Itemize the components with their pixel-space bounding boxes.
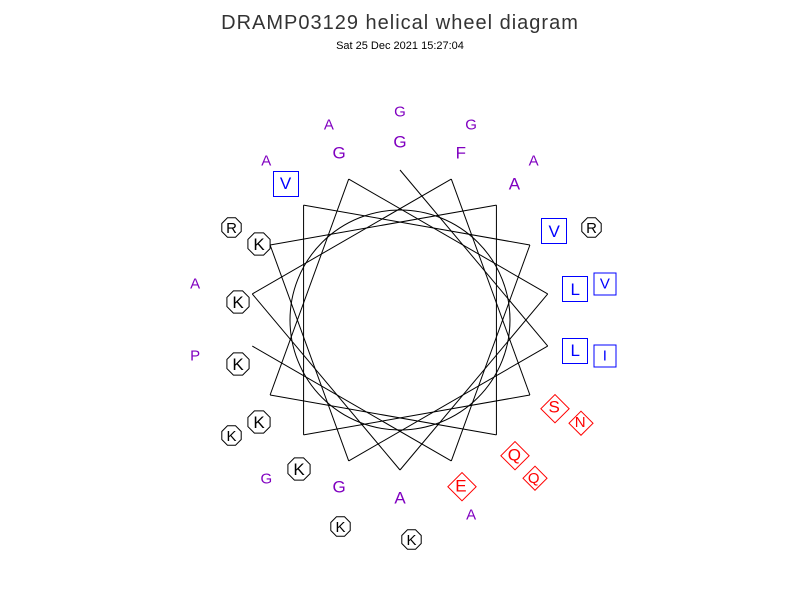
svg-text:K: K [406,532,416,549]
residue-20: I [593,345,616,368]
residue-8: G [332,144,345,161]
residue-2: L [562,338,588,364]
residue-24: Q [526,470,542,489]
residue-3: G [332,479,345,496]
residue-1: G [393,134,406,151]
helical-wheel-geometry [0,0,800,600]
svg-text:R: R [226,220,237,237]
residue-17: E [452,476,471,498]
residue-15: V [273,171,299,197]
svg-text:K: K [232,293,244,312]
residue-12: F [456,144,466,161]
residue-19: G [394,105,406,120]
residue-16: V [541,218,567,244]
residue-36: P [190,349,200,364]
residue-27: V [593,272,616,295]
residue-30: G [465,117,477,132]
svg-text:R: R [586,220,597,237]
residue-32: G [260,472,272,487]
svg-text:K: K [253,235,265,254]
svg-text:K: K [232,355,244,374]
residue-31: N [572,414,588,433]
residue-13: S [545,398,564,420]
residue-26: A [324,117,334,132]
svg-text:K: K [293,460,305,479]
svg-text:K: K [335,519,345,536]
residue-9: L [562,276,588,302]
residue-10: A [394,490,405,507]
residue-5: A [509,175,520,192]
svg-text:K: K [226,428,236,445]
residue-29: A [190,276,200,291]
svg-text:K: K [253,413,265,432]
residue-6: Q [505,445,524,467]
residue-23: A [529,153,539,168]
residue-33: A [261,153,271,168]
residue-35: A [466,508,476,523]
